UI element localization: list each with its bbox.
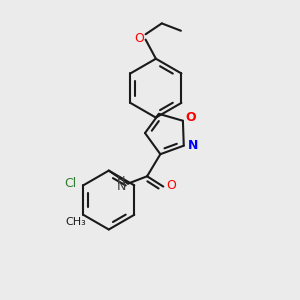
Text: O: O — [185, 111, 196, 124]
Text: N: N — [188, 139, 198, 152]
Text: N: N — [117, 180, 126, 193]
Text: O: O — [167, 178, 176, 192]
Text: CH₃: CH₃ — [65, 217, 86, 227]
Text: Cl: Cl — [64, 177, 76, 190]
Text: H: H — [117, 176, 126, 186]
Text: O: O — [134, 32, 144, 45]
